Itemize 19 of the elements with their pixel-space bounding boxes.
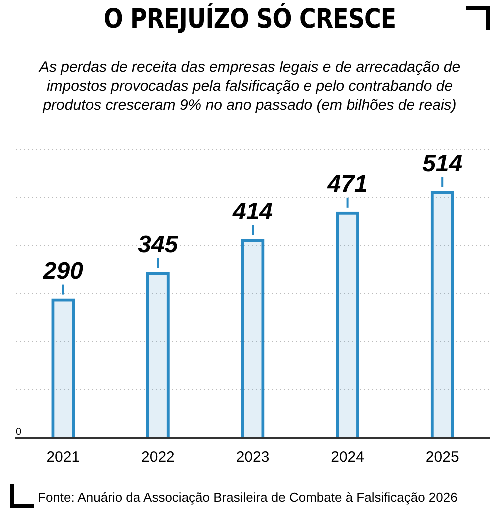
bar: [241, 239, 265, 438]
data-label: 414: [232, 198, 274, 226]
chart-title: O PREJUÍZO SÓ CRESCE: [102, 4, 398, 35]
data-label: 290: [42, 258, 84, 285]
bar: [336, 212, 360, 438]
source-note: Fonte: Anuário da Associação Brasileira de Combate à Falsificação 2026: [38, 490, 459, 505]
x-tick-label: 2025: [426, 449, 460, 466]
x-tick-label: 2023: [236, 449, 270, 466]
bar: [430, 191, 454, 438]
data-label: 345: [138, 231, 179, 258]
x-tick-label: 2021: [46, 449, 80, 466]
chart-subtitle: As perdas de receita das empresas legais e de arrecadação de impostos provocadas pela falsificação e pelo contrabando de produtos cresceram 9% no ano passado (em bilhões de reais): [38, 58, 462, 115]
data-label: 471: [326, 170, 368, 198]
data-label: 514: [422, 150, 463, 178]
annotation: 0: [16, 427, 22, 438]
x-tick-label: 2022: [142, 449, 175, 466]
bar: [146, 272, 170, 438]
bar: [52, 298, 76, 438]
x-tick-label: 2024: [331, 449, 364, 466]
